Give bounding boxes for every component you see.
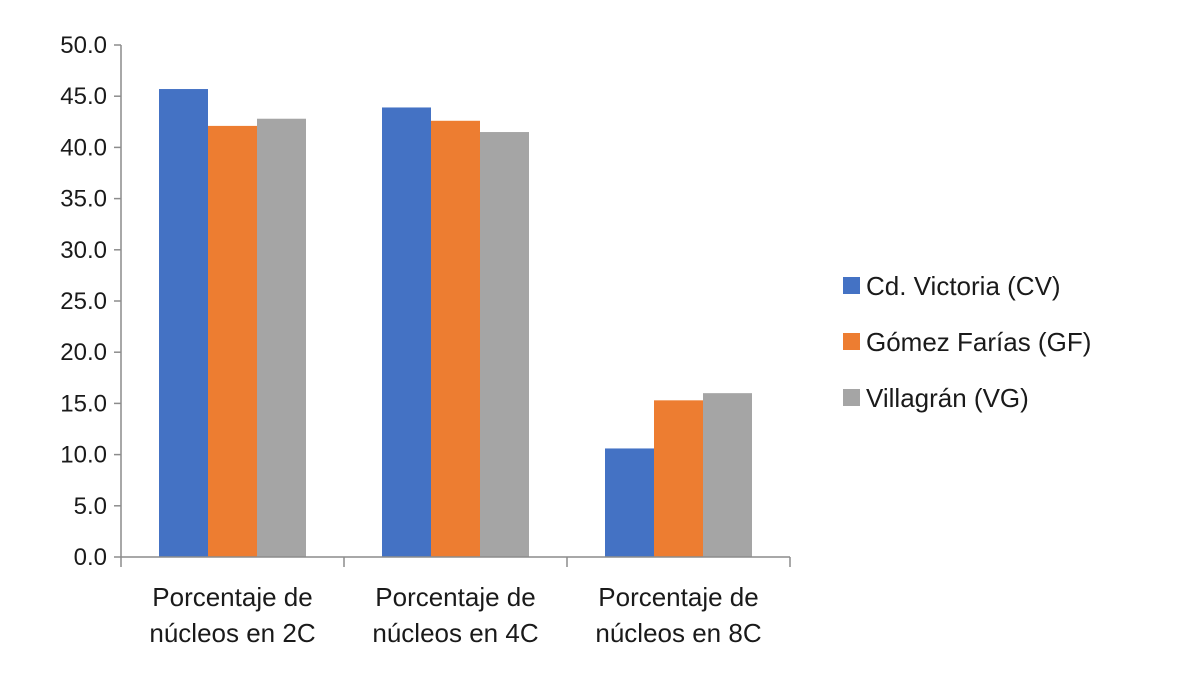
bar-2-1 (208, 125, 257, 557)
bar-2-2 (431, 120, 480, 557)
y-tick-label: 35.0 (60, 186, 107, 213)
y-tick-label: 45.0 (60, 83, 107, 110)
bar-2-3 (654, 400, 703, 557)
bars (159, 89, 752, 558)
x-category-label: núcleos en 4C (372, 618, 538, 648)
y-tick-label: 10.0 (60, 442, 107, 469)
y-tick-label: 25.0 (60, 288, 107, 315)
y-tick-label: 40.0 (60, 134, 107, 161)
y-tick-label: 5.0 (74, 493, 107, 520)
bar-3-2 (480, 132, 529, 558)
y-axis: 0.0 5.0 10.0 15.0 20.0 25.0 30.0 35.0 40.0 45.0 50… (60, 32, 122, 571)
bar-3-1 (257, 118, 306, 557)
y-tick-label: 0.0 (74, 544, 107, 571)
legend-swatch (843, 277, 860, 294)
bar-1-2 (382, 107, 431, 558)
x-category-label: Porcentaje de (598, 582, 758, 612)
legend-label: Cd. Victoria (CV) (866, 271, 1061, 301)
x-category-label: Porcentaje de (152, 582, 312, 612)
bar-3-3 (703, 393, 752, 557)
bar-1-3 (605, 448, 654, 557)
legend-label: Gómez Farías (GF) (866, 327, 1091, 357)
y-tick-label: 30.0 (60, 237, 107, 264)
legend: Cd. Victoria (CV) Gómez Farías (GF) Villag… (843, 271, 1091, 413)
y-tick-label: 15.0 (60, 390, 107, 417)
legend-swatch (843, 333, 860, 350)
legend-swatch (843, 389, 860, 406)
x-category-label: núcleos en 8C (595, 618, 761, 648)
x-category-label: Porcentaje de (375, 582, 535, 612)
legend-label: Villagrán (VG) (866, 383, 1029, 413)
y-tick-label: 50.0 (60, 32, 107, 59)
bar-1-1 (159, 89, 208, 558)
x-category-label: núcleos en 2C (149, 618, 315, 648)
y-tick-label: 20.0 (60, 339, 107, 366)
x-axis: Porcentaje de núcleos en 2C Porcentaje de n… (120, 556, 791, 648)
